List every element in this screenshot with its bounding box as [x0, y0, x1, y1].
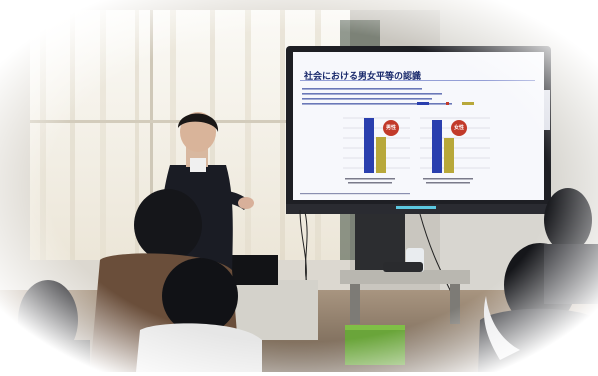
- badge-left-label: 男性: [385, 125, 396, 131]
- badge-right-label: 女性: [453, 125, 464, 131]
- slide-title: 社会における男女平等の認識: [304, 72, 422, 82]
